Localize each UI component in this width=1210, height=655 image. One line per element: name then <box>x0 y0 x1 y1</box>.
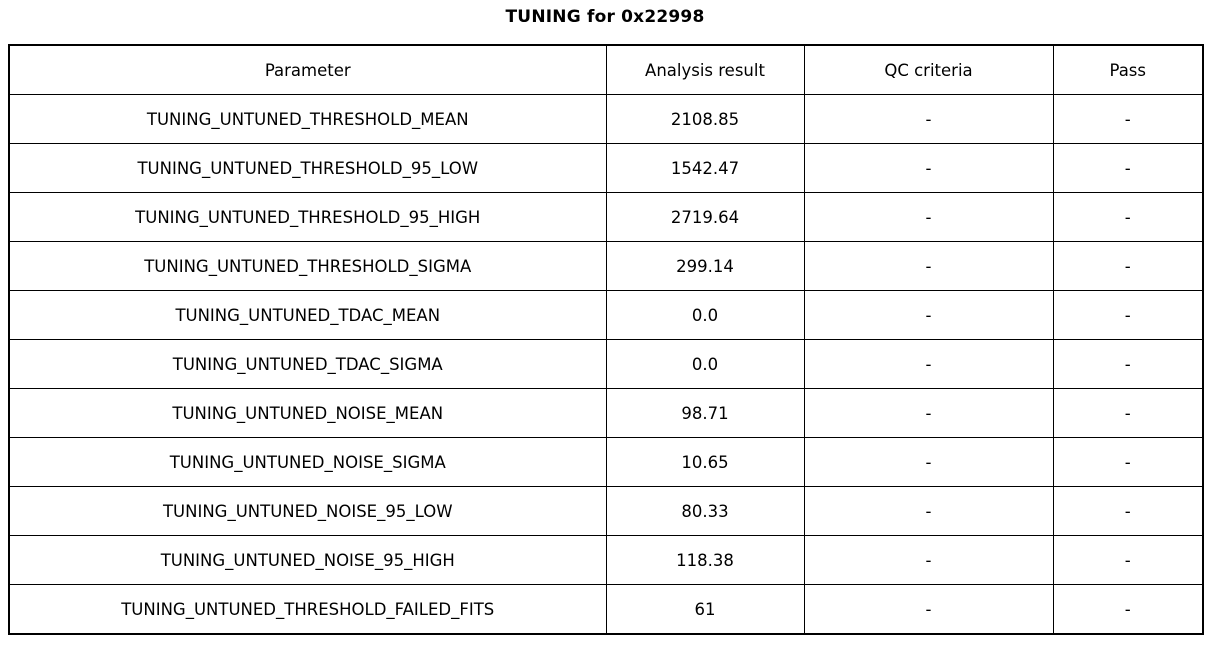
column-header-qc-criteria: QC criteria <box>803 44 1054 95</box>
analysis-result-cell: 118.38 <box>605 535 805 585</box>
pass-cell: - <box>1052 437 1204 487</box>
qc-criteria-cell: - <box>803 535 1054 585</box>
table-row: TUNING_UNTUNED_THRESHOLD_FAILED_FITS 61- - <box>8 584 1204 635</box>
pass-cell: - <box>1052 339 1204 389</box>
pass-cell: - <box>1052 584 1204 635</box>
table-row: TUNING_UNTUNED_TDAC_SIGMA 0.0- - <box>8 339 1204 389</box>
qc-criteria-cell: - <box>803 388 1054 438</box>
qc-criteria-cell: - <box>803 584 1054 635</box>
table-row: TUNING_UNTUNED_THRESHOLD_95_LOW 1542.47- - <box>8 143 1204 193</box>
parameter-cell: TUNING_UNTUNED_THRESHOLD_SIGMA <box>8 241 607 291</box>
analysis-result-cell: 80.33 <box>605 486 805 536</box>
header-row: Parameter Analysis result QC criteria Pass <box>8 44 1204 95</box>
qc-criteria-cell: - <box>803 192 1054 242</box>
parameter-cell: TUNING_UNTUNED_TDAC_MEAN <box>8 290 607 340</box>
pass-cell: - <box>1052 241 1204 291</box>
analysis-result-cell: 0.0 <box>605 290 805 340</box>
table-body: TUNING_UNTUNED_THRESHOLD_MEAN 2108.85- - TU… <box>8 94 1204 635</box>
parameter-cell: TUNING_UNTUNED_NOISE_MEAN <box>8 388 607 438</box>
analysis-result-cell: 1542.47 <box>605 143 805 193</box>
page-title: TUNING for 0x22998 <box>505 7 705 27</box>
qc-criteria-cell: - <box>803 143 1054 193</box>
pass-cell: - <box>1052 94 1204 144</box>
pass-cell: - <box>1052 388 1204 438</box>
pass-cell: - <box>1052 290 1204 340</box>
tuning-results-table: Parameter Analysis result QC criteria Pass … <box>8 44 1204 635</box>
analysis-result-cell: 10.65 <box>605 437 805 487</box>
parameter-cell: TUNING_UNTUNED_THRESHOLD_FAILED_FITS <box>8 584 607 635</box>
table-row: TUNING_UNTUNED_THRESHOLD_SIGMA 299.14- - <box>8 241 1204 291</box>
analysis-result-cell: 299.14 <box>605 241 805 291</box>
parameter-cell: TUNING_UNTUNED_NOISE_SIGMA <box>8 437 607 487</box>
qc-criteria-cell: - <box>803 486 1054 536</box>
pass-cell: - <box>1052 486 1204 536</box>
parameter-cell: TUNING_UNTUNED_THRESHOLD_MEAN <box>8 94 607 144</box>
column-header-analysis-result: Analysis result <box>605 44 805 95</box>
pass-cell: - <box>1052 192 1204 242</box>
table-row: TUNING_UNTUNED_NOISE_SIGMA 10.65- - <box>8 437 1204 487</box>
qc-criteria-cell: - <box>803 241 1054 291</box>
table-row: TUNING_UNTUNED_TDAC_MEAN 0.0- - <box>8 290 1204 340</box>
parameter-cell: TUNING_UNTUNED_THRESHOLD_95_HIGH <box>8 192 607 242</box>
analysis-result-cell: 2108.85 <box>605 94 805 144</box>
column-header-parameter: Parameter <box>8 44 607 95</box>
table-row: TUNING_UNTUNED_NOISE_95_LOW 80.33- - <box>8 486 1204 536</box>
analysis-result-cell: 98.71 <box>605 388 805 438</box>
analysis-result-cell: 61 <box>605 584 805 635</box>
table-row: TUNING_UNTUNED_NOISE_95_HIGH 118.38- - <box>8 535 1204 585</box>
analysis-result-cell: 2719.64 <box>605 192 805 242</box>
analysis-result-cell: 0.0 <box>605 339 805 389</box>
qc-criteria-cell: - <box>803 94 1054 144</box>
column-header-pass: Pass <box>1052 44 1204 95</box>
table-row: TUNING_UNTUNED_THRESHOLD_MEAN 2108.85- - <box>8 94 1204 144</box>
qc-criteria-cell: - <box>803 290 1054 340</box>
parameter-cell: TUNING_UNTUNED_THRESHOLD_95_LOW <box>8 143 607 193</box>
pass-cell: - <box>1052 535 1204 585</box>
table-row: TUNING_UNTUNED_NOISE_MEAN 98.71- - <box>8 388 1204 438</box>
pass-cell: - <box>1052 143 1204 193</box>
qc-criteria-cell: - <box>803 437 1054 487</box>
table-row: TUNING_UNTUNED_THRESHOLD_95_HIGH 2719.64-… <box>8 192 1204 242</box>
parameter-cell: TUNING_UNTUNED_TDAC_SIGMA <box>8 339 607 389</box>
parameter-cell: TUNING_UNTUNED_NOISE_95_HIGH <box>8 535 607 585</box>
qc-criteria-cell: - <box>803 339 1054 389</box>
parameter-cell: TUNING_UNTUNED_NOISE_95_LOW <box>8 486 607 536</box>
